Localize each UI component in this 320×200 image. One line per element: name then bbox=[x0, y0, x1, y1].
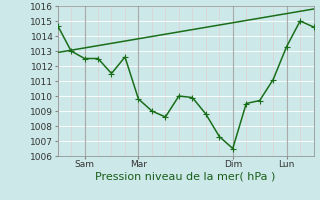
X-axis label: Pression niveau de la mer( hPa ): Pression niveau de la mer( hPa ) bbox=[95, 172, 276, 182]
